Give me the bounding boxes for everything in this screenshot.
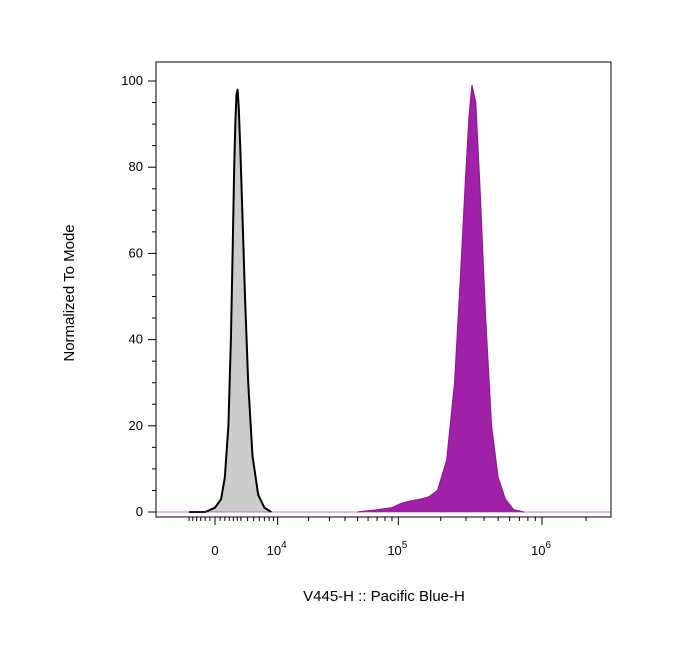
y-tick-label: 0 bbox=[136, 504, 143, 519]
y-tick-label: 80 bbox=[129, 159, 143, 174]
y-tick-label: 40 bbox=[129, 332, 143, 347]
x-axis: 0 104 105 106 bbox=[188, 517, 587, 558]
x-tick-label: 106 bbox=[531, 540, 551, 558]
series-1-outline bbox=[189, 88, 272, 513]
y-axis: 0 20 40 60 80 100 bbox=[121, 73, 156, 519]
y-tick-label: 60 bbox=[129, 245, 143, 260]
series-1-area bbox=[189, 89, 272, 512]
plot-frame bbox=[155, 61, 612, 518]
y-tick-label: 20 bbox=[129, 418, 143, 433]
series-2-outline bbox=[357, 84, 524, 513]
x-tick-label: 0 bbox=[211, 543, 218, 558]
x-tick-label: 104 bbox=[267, 540, 287, 558]
x-tick-label: 105 bbox=[387, 540, 407, 558]
series-layer bbox=[156, 84, 611, 513]
y-tick-label: 100 bbox=[121, 73, 143, 88]
y-axis-title: Normalized To Mode bbox=[61, 224, 78, 361]
series-2-area bbox=[357, 85, 524, 513]
x-axis-title: V445-H :: Pacific Blue-H bbox=[303, 588, 465, 605]
